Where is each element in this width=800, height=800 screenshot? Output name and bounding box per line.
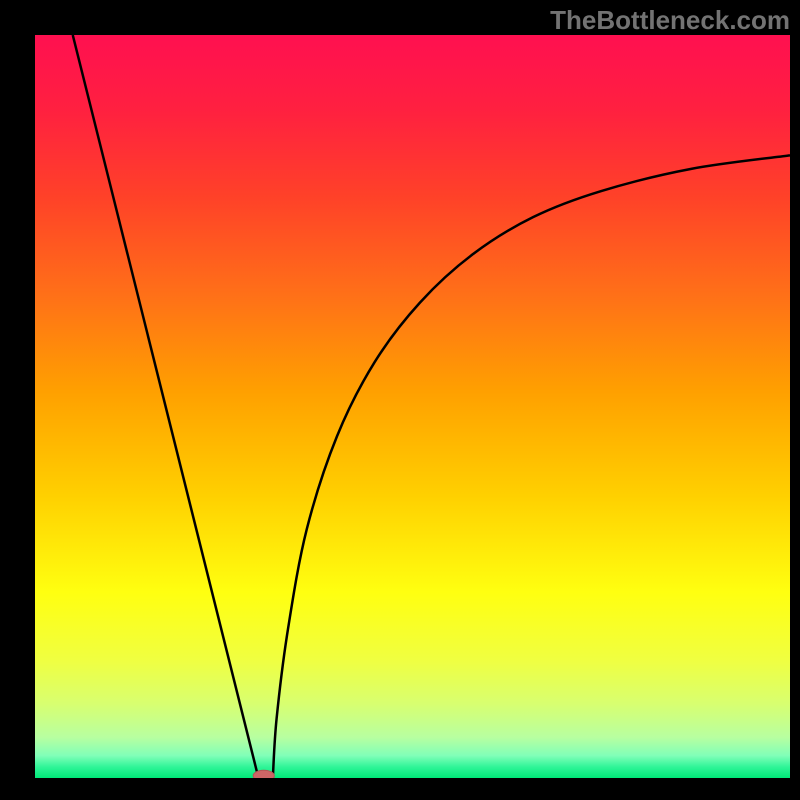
plot-background [35,35,790,778]
minimum-marker [253,770,274,778]
plot-svg [35,35,790,778]
chart-container: TheBottleneck.com [0,0,800,800]
watermark-text: TheBottleneck.com [550,5,790,36]
plot-area [35,35,790,778]
